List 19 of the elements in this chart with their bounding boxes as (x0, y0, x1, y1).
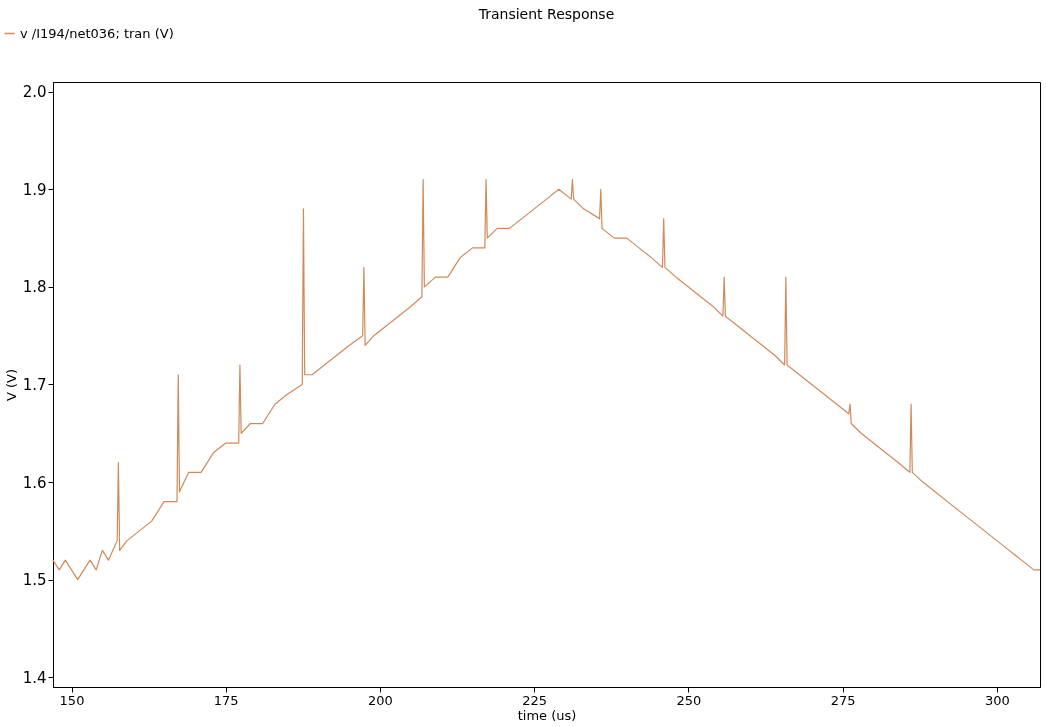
x-tick-label: 300 (984, 692, 1010, 708)
y-axis-title: V (V) (3, 368, 19, 402)
legend-label: v /I194/net036; tran (V) (20, 25, 174, 41)
y-tick-label: 1.9 (22, 180, 47, 199)
x-tick-label: 225 (522, 692, 548, 708)
chart-title: Transient Response (477, 6, 615, 22)
y-tick-label: 1.8 (22, 278, 47, 297)
y-tick-label: 1.4 (22, 668, 47, 687)
x-tick-label: 150 (59, 692, 85, 708)
x-tick-label: 275 (830, 692, 856, 708)
x-tick-label: 250 (676, 692, 702, 708)
y-tick-label: 1.7 (22, 376, 47, 394)
line-series (52, 178, 1041, 581)
x-axis-title: time (us) (517, 707, 577, 723)
y-tick-label: 2.0 (22, 83, 47, 102)
x-tick-label: 175 (213, 692, 239, 708)
y-tick-label: 1.5 (22, 571, 47, 590)
x-tick-label: 200 (368, 692, 393, 708)
y-tick-label: 1.6 (22, 473, 47, 492)
